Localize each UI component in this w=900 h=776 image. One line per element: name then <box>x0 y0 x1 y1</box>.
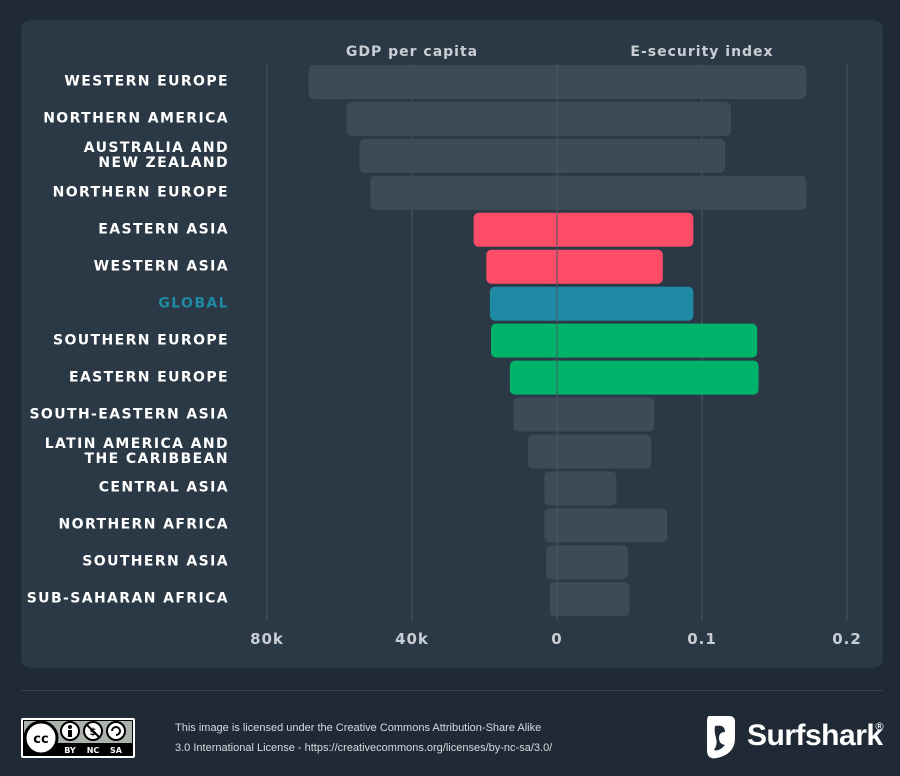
license-badge-sa: SA <box>110 746 123 755</box>
esecurity-bar <box>557 545 629 580</box>
license-line-2[interactable]: 3.0 International License - https://crea… <box>175 742 553 754</box>
brand-name: Surfshark <box>747 719 883 752</box>
esecurity-bar <box>557 65 807 99</box>
category-label: SOUTH-EASTERN ASIA <box>29 406 229 423</box>
footer-divider <box>21 690 883 691</box>
axis-tick-label: 0.2 <box>832 630 862 648</box>
butterfly-chart: GDP per capita E-security index 80k 40k 0 0.1… <box>250 44 862 648</box>
category-label: NORTHERN EUROPE <box>52 184 229 201</box>
esecurity-bar <box>557 323 758 358</box>
esecurity-bar <box>557 434 652 469</box>
esecurity-bar <box>557 249 663 284</box>
right-axis-header: E-security index <box>630 44 773 60</box>
axis-tick-label: 0 <box>551 630 562 648</box>
category-label: GLOBAL <box>158 295 229 312</box>
license-text: This image is licensed under the Creativ… <box>175 718 635 758</box>
left-axis-header: GDP per capita <box>346 44 478 60</box>
gdp-bar <box>513 397 557 432</box>
axis-tick-label: 0.1 <box>687 630 717 648</box>
license-badge-by: BY <box>64 746 76 755</box>
gdp-bar <box>359 138 557 173</box>
license-badge-nc: NC <box>87 746 100 755</box>
esecurity-bar <box>557 286 694 321</box>
esecurity-bar <box>557 175 807 210</box>
category-label: CENTRAL ASIA <box>98 479 229 496</box>
svg-text:$: $ <box>90 727 97 738</box>
creative-commons-icon: cc $ BY NC SA <box>21 718 135 758</box>
gdp-bar <box>370 175 557 210</box>
category-label: SUB-SAHARAN AFRICA <box>26 590 229 607</box>
category-label: WESTERN ASIA <box>93 258 229 275</box>
axis-tick-label: 40k <box>395 630 429 648</box>
gdp-bar <box>473 212 557 247</box>
axis-tick-label: 80k <box>250 630 284 648</box>
esecurity-bar <box>557 397 655 432</box>
category-label: SOUTHERN EUROPE <box>53 332 229 349</box>
category-label: LATIN AMERICA AND THE CARIBBEAN <box>44 435 229 467</box>
brand-registered-mark: ® <box>874 720 885 733</box>
category-label: NORTHERN AMERICA <box>43 110 229 127</box>
chart-panel: GDP per capita E-security index 80k 40k 0 0.1… <box>21 20 883 668</box>
category-label: WESTERN EUROPE <box>64 73 229 90</box>
esecurity-bar <box>557 212 694 247</box>
category-label: EASTERN EUROPE <box>68 369 229 386</box>
license-line-1: This image is licensed under the Creativ… <box>175 722 542 734</box>
gdp-bar <box>346 101 557 136</box>
svg-text:cc: cc <box>33 732 48 747</box>
category-label: EASTERN ASIA <box>98 221 229 238</box>
surfshark-logo-icon <box>707 716 735 759</box>
esecurity-bar <box>557 101 731 136</box>
gdp-bar <box>509 360 557 395</box>
category-label: SOUTHERN ASIA <box>82 553 229 570</box>
esecurity-bar <box>557 508 668 543</box>
gdp-bar <box>491 323 557 358</box>
brand-logo: Surfshark ® <box>703 714 888 762</box>
esecurity-bar <box>557 471 617 506</box>
gdp-bar <box>308 65 557 99</box>
gdp-bar <box>489 286 557 321</box>
esecurity-bar <box>557 138 726 173</box>
category-label: NORTHERN AFRICA <box>58 516 229 533</box>
esecurity-bar <box>557 360 759 395</box>
category-label: AUSTRALIA AND NEW ZEALAND <box>83 139 229 171</box>
gdp-bar <box>486 249 557 284</box>
esecurity-bar <box>557 582 630 617</box>
gdp-bar <box>528 434 557 469</box>
